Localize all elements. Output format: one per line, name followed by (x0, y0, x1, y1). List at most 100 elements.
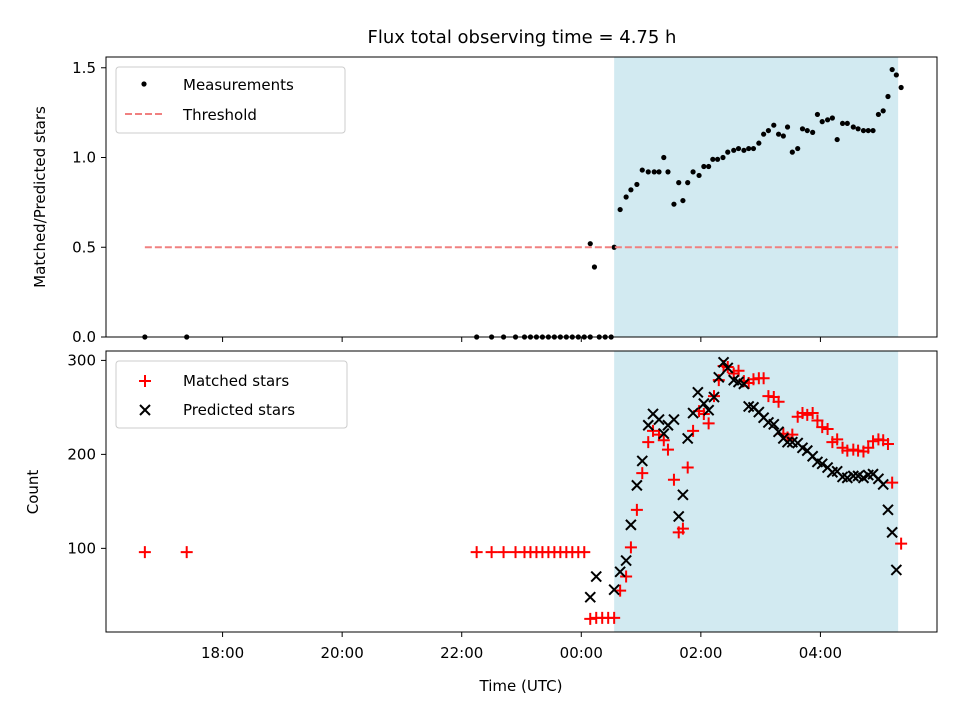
measurement-point (735, 145, 742, 152)
predicted-stars-point (658, 427, 670, 440)
predicted-stars-point (636, 455, 648, 467)
measurement-point (784, 124, 791, 130)
predicted-stars-point (698, 397, 710, 410)
x-tick-label: 00:00 (560, 644, 603, 662)
measurement-point (587, 241, 593, 247)
y-tick-label: 0.0 (72, 328, 96, 346)
predicted-stars-point (653, 413, 665, 426)
measurement-point (720, 154, 726, 161)
measurement-point (725, 149, 731, 155)
measurement-point (875, 111, 882, 118)
matched-stars-point (180, 546, 193, 559)
matched-stars-point (862, 441, 875, 454)
matched-stars-point (811, 414, 824, 427)
measurement-point (795, 145, 801, 152)
y-tick-label: 1.0 (72, 149, 96, 167)
measurement-point (628, 187, 634, 193)
matched-stars-point (831, 433, 844, 446)
measurement-point (661, 154, 667, 161)
x-tick-label: 02:00 (679, 644, 722, 662)
y-tick-label: 200 (67, 445, 96, 463)
matched-stars-point (578, 546, 591, 559)
measurement-point (850, 124, 856, 130)
measurement-point (617, 206, 623, 213)
measurement-point (824, 117, 831, 123)
bottom-legend: Matched stars Predicted stars (115, 360, 348, 429)
y-tick-label: 1.5 (72, 59, 96, 77)
matched-stars-point (661, 443, 674, 456)
measurement-point (780, 133, 786, 139)
predicted-stars-point (631, 479, 643, 492)
matched-stars-point (620, 570, 633, 583)
measurement-point (789, 149, 795, 155)
matched-stars-point (624, 541, 637, 554)
predicted-stars-point (890, 564, 903, 576)
measurement-point (898, 84, 904, 91)
predicted-stars-point (886, 526, 898, 539)
measurement-point (741, 147, 747, 153)
predicted-stars-point (584, 591, 596, 603)
measurement-point (855, 126, 861, 132)
bottom-legend-box (115, 360, 348, 429)
matched-stars-point (138, 546, 151, 559)
matched-stars-point (801, 408, 814, 421)
measurement-point (860, 127, 867, 134)
measurement-point (761, 131, 767, 137)
matched-stars-point (867, 435, 880, 448)
matched-stars-point (732, 364, 745, 377)
matched-stars-point (881, 438, 894, 451)
predicted-stars-point (722, 362, 734, 374)
predicted-stars-point (681, 432, 694, 445)
predicted-stars-point (677, 489, 689, 501)
measurement-point (731, 147, 737, 153)
predicted-stars-point (625, 519, 637, 531)
measurement-point (810, 129, 816, 135)
bottom-x-ticks: 18:00 20:00 22:00 00:00 02:00 04:00 (201, 632, 842, 662)
predicted-stars-point (620, 554, 632, 567)
measurement-point (756, 140, 762, 146)
measurement-point (706, 163, 712, 170)
measurement-point (834, 136, 840, 143)
top-shaded-region (614, 57, 899, 337)
predicted-stars-point (614, 566, 626, 578)
predicted-stars-point (717, 356, 730, 368)
bottom-panel: 100 200 300 18:00 20:00 22:00 00:00 02:00 04:00… (24, 350, 938, 695)
top-series (142, 66, 904, 340)
observing-window-shade (614, 351, 899, 632)
measurement-point (893, 72, 899, 78)
measurement-point (639, 167, 645, 173)
top-legend-label-measurements: Measurements (183, 76, 294, 94)
measurement-point (765, 127, 772, 134)
predicted-stars-point (768, 418, 780, 431)
measurement-point (634, 181, 640, 188)
measurement-point (701, 163, 707, 170)
x-tick-label: 22:00 (440, 644, 483, 662)
measurement-point (839, 120, 846, 127)
matched-stars-point (497, 546, 510, 559)
measurement-point (671, 201, 677, 207)
measurement-point (829, 115, 835, 121)
predicted-stars-point (608, 584, 620, 596)
measurement-point (870, 127, 876, 134)
bottom-legend-label-predicted: Predicted stars (183, 401, 295, 419)
matched-stars-point (821, 423, 834, 436)
matched-stars-point (895, 537, 908, 550)
predicted-stars-point (668, 413, 680, 426)
top-legend-label-threshold: Threshold (182, 106, 257, 124)
measurement-point (771, 122, 777, 128)
measurement-point (690, 169, 696, 175)
y-tick-label: 300 (67, 351, 96, 369)
matched-stars-point (687, 424, 700, 437)
top-panel: 0.0 0.5 1.0 1.5 Matched/Predicted stars Mea… (31, 56, 938, 346)
predicted-stars-point (847, 470, 860, 482)
predicted-stars-point (702, 404, 715, 416)
predicted-legend-marker (139, 404, 151, 416)
y-tick-label: 100 (67, 539, 96, 557)
y-tick-label: 0.5 (72, 238, 96, 256)
predicted-stars-point (673, 510, 685, 523)
measurement-point (685, 180, 691, 186)
measurement-point (819, 119, 825, 125)
bottom-legend-label-matched: Matched stars (183, 372, 289, 390)
measurements-legend-marker (141, 81, 147, 87)
predicted-stars-point (772, 426, 785, 438)
